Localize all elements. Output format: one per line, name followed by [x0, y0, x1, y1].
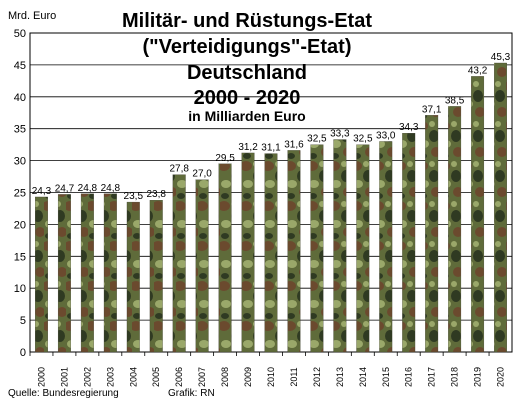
data-label-2000: 24,3	[32, 186, 52, 197]
data-label-2004: 23,5	[124, 191, 144, 202]
bar-2013	[333, 139, 347, 353]
data-label-2010: 31,1	[261, 143, 281, 154]
bar-2020	[494, 62, 507, 353]
x-tick-label-2014: 2014	[358, 367, 368, 387]
chart-title-line-3: Deutschland	[187, 62, 307, 84]
bar-2004	[126, 201, 140, 353]
data-label-2020: 45,3	[491, 52, 511, 63]
x-tick-label-2013: 2013	[335, 367, 345, 387]
bar-2015	[379, 141, 393, 353]
y-axis-unit-label: Mrd. Euro	[8, 10, 56, 22]
data-label-2007: 27,0	[192, 169, 212, 180]
data-label-2002: 24,8	[78, 183, 98, 194]
data-label-2012: 32,5	[307, 134, 327, 145]
y-tick-label: 45	[14, 60, 26, 72]
x-tick-label-2005: 2005	[151, 367, 161, 387]
data-label-2018: 38,5	[445, 95, 465, 106]
bar-2019	[471, 76, 485, 353]
y-tick-label: 5	[20, 315, 26, 327]
data-label-2014: 32,5	[353, 134, 373, 145]
bar-2017	[425, 115, 439, 353]
y-axis-ticks: 0 5 10 15 20 25 30 35 40 45 50	[14, 28, 26, 359]
x-tick-label-2020: 2020	[496, 367, 506, 387]
data-labels-layer: 24,3 24,7 24,8 24,823,5 23,827,8 27,029,531,2…	[32, 52, 511, 202]
data-label-2011: 31,6	[284, 139, 304, 150]
bar-2018	[448, 106, 462, 353]
x-tick-label-2015: 2015	[381, 367, 391, 387]
data-label-2005: 23,8	[147, 189, 167, 200]
bar-2003	[103, 193, 117, 353]
y-tick-label: 15	[14, 251, 26, 263]
bar-2002	[80, 193, 94, 353]
x-tick-label-2011: 2011	[289, 367, 299, 386]
bar-2010	[264, 153, 278, 353]
bar-2012	[310, 144, 324, 353]
bar-2000	[35, 196, 48, 353]
x-tick-label-2000: 2000	[36, 367, 46, 387]
data-label-2019: 43,2	[468, 65, 488, 76]
x-tick-label-2006: 2006	[174, 367, 184, 387]
source-note: Quelle: Bundesregierung	[8, 388, 119, 399]
bar-2014	[356, 144, 370, 353]
y-tick-label: 50	[14, 28, 26, 40]
y-tick-label: 30	[14, 156, 26, 168]
x-tick-label-2016: 2016	[404, 367, 414, 387]
bar-2005	[149, 200, 163, 353]
chart-title-line-1: Militär- und Rüstungs-Etat	[122, 10, 372, 32]
x-tick-label-2001: 2001	[59, 367, 69, 387]
bar-2008	[218, 163, 232, 353]
y-tick-label: 40	[14, 92, 26, 104]
y-tick-label: 0	[20, 347, 26, 359]
chart-title-line-2: ("Verteidigungs"-Etat)	[143, 36, 352, 58]
x-tick-label-2002: 2002	[82, 367, 92, 387]
data-label-2017: 37,1	[422, 104, 442, 115]
x-tick-label-2017: 2017	[427, 367, 437, 387]
credit-note: Grafik: RN	[168, 388, 215, 399]
data-label-2016: 34,3	[399, 122, 419, 133]
bar-2009	[241, 152, 255, 353]
x-tick-label-2007: 2007	[197, 367, 207, 387]
x-tick-label-2019: 2019	[473, 367, 483, 387]
data-label-2009: 31,2	[238, 142, 258, 153]
x-tick-label-2018: 2018	[450, 367, 460, 387]
x-tick-label-2004: 2004	[128, 367, 138, 387]
bar-2007	[195, 179, 209, 353]
x-axis-ticks: 2000 2001 2002 2003 2004 2005 2006 2007 2008 2009…	[36, 367, 505, 387]
x-tick-label-2003: 2003	[105, 367, 115, 387]
x-tick-label-2009: 2009	[243, 367, 253, 387]
y-tick-label: 25	[14, 188, 26, 200]
chart-title-line-4: 2000 - 2020	[194, 87, 301, 109]
data-label-2013: 33,3	[330, 129, 350, 140]
chart-subtitle: in Milliarden Euro	[188, 108, 305, 124]
y-tick-label: 10	[14, 283, 26, 295]
data-label-2015: 33,0	[376, 130, 396, 141]
x-tick-label-2008: 2008	[220, 367, 230, 387]
data-label-2008: 29,5	[215, 153, 235, 164]
x-tick-label-2010: 2010	[266, 367, 276, 387]
data-label-2001: 24,7	[55, 183, 75, 194]
bar-2011	[287, 150, 301, 353]
bar-2001	[57, 194, 71, 353]
data-label-2006: 27,8	[169, 164, 189, 175]
data-label-2003: 24,8	[101, 183, 121, 194]
bar-2016	[402, 133, 416, 353]
bars-layer	[35, 62, 507, 353]
y-tick-label: 35	[14, 124, 26, 136]
x-tick-label-2012: 2012	[312, 367, 322, 387]
bar-2006	[172, 174, 186, 353]
y-tick-label: 20	[14, 219, 26, 231]
